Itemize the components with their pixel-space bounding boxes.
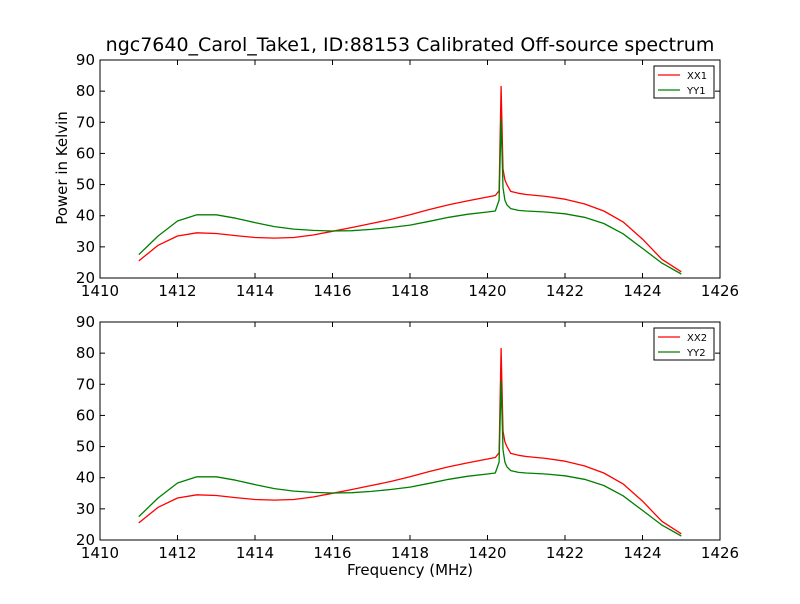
plot2-y-tick-label: 40 — [76, 469, 95, 487]
plot2-series-line-XX2 — [138, 347, 682, 535]
plot1-y-tick-label: 80 — [76, 82, 95, 100]
plot2-x-tick-label: 1420 — [468, 544, 506, 562]
plot1-legend-label-YY1: YY1 — [686, 86, 706, 97]
plot1-x-tick-label: 1424 — [623, 282, 661, 300]
plot2-x-tick-label: 1410 — [81, 544, 119, 562]
plot1-x-tick-label: 1420 — [468, 282, 506, 300]
plot2-y-tick-label: 60 — [76, 406, 95, 424]
plot1-x-tick-label: 1418 — [391, 282, 429, 300]
chart-title: ngc7640_Carol_Take1, ID:88153 Calibrated… — [105, 34, 715, 56]
plot2-y-tick-label: 90 — [76, 313, 95, 331]
plot1-series-line-XX1 — [138, 85, 682, 273]
y-axis-label: Power in Kelvin — [53, 111, 71, 225]
plot2-axes-frame — [99, 321, 721, 541]
plot2-legend-box — [653, 327, 715, 361]
plot2-series-line-YY2 — [138, 380, 682, 537]
plot2-x-tick-label: 1416 — [313, 544, 351, 562]
plot1-x-tick-label: 1426 — [701, 282, 739, 300]
plot1-y-tick-label: 60 — [76, 144, 95, 162]
plot2-x-tick-label: 1424 — [623, 544, 661, 562]
plot1-axes-frame — [99, 59, 721, 279]
plot1-x-tick-label: 1412 — [158, 282, 196, 300]
plot1-y-tick-label: 90 — [76, 51, 95, 69]
plot2-y-tick-label: 80 — [76, 344, 95, 362]
plot2-legend-label-XX2: XX2 — [687, 333, 707, 344]
plot2-y-tick-label: 70 — [76, 375, 95, 393]
plot1-legend-box — [653, 65, 715, 99]
plot1-series-line-YY1 — [138, 118, 682, 275]
plot1-y-tick-label: 70 — [76, 113, 95, 131]
plot2-x-tick-label: 1414 — [236, 544, 274, 562]
plot1-y-tick-label: 30 — [76, 238, 95, 256]
plot2-x-tick-label: 1418 — [391, 544, 429, 562]
plot2-y-tick-label: 30 — [76, 500, 95, 518]
plot2-legend-label-YY2: YY2 — [686, 348, 706, 359]
plot1-y-tick-label: 40 — [76, 207, 95, 225]
plot2-x-tick-label: 1412 — [158, 544, 196, 562]
plot2-x-tick-label: 1422 — [546, 544, 584, 562]
plot1-x-tick-label: 1422 — [546, 282, 584, 300]
plot1-y-tick-label: 50 — [76, 176, 95, 194]
x-axis-label: Frequency (MHz) — [346, 561, 474, 579]
plot2-y-tick-label: 20 — [76, 531, 95, 549]
plot2-y-tick-label: 50 — [76, 438, 95, 456]
plot1-x-tick-label: 1416 — [313, 282, 351, 300]
plot1-y-tick-label: 20 — [76, 269, 95, 287]
plot2-x-tick-label: 1426 — [701, 544, 739, 562]
plot1-legend-label-XX1: XX1 — [687, 71, 707, 82]
plot1-x-tick-label: 1414 — [236, 282, 274, 300]
plot1-x-tick-label: 1410 — [81, 282, 119, 300]
